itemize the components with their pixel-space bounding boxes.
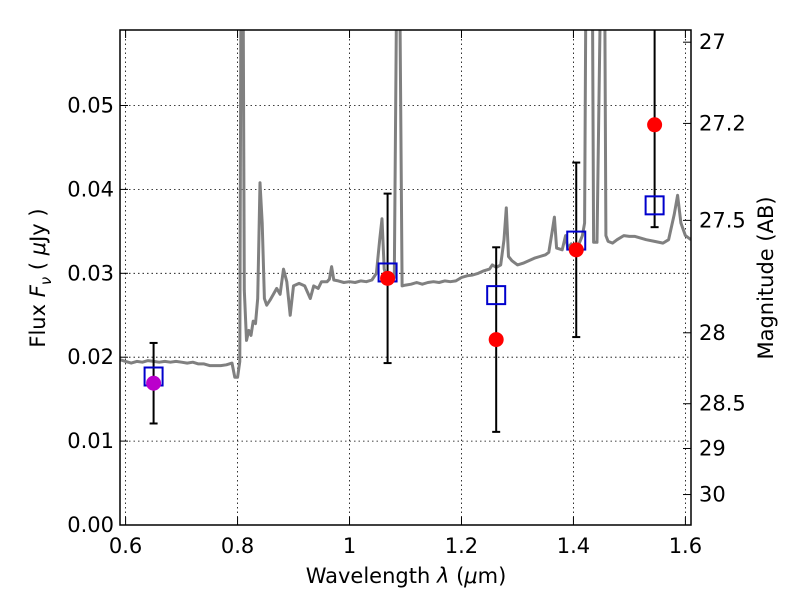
y-axis-title-symbol: F bbox=[26, 284, 50, 297]
mag-tick-label-4: 28.5 bbox=[699, 392, 746, 416]
x-axis-title-symbol: λ bbox=[436, 564, 449, 588]
y2-axis-title: Magnitude (AB) bbox=[754, 196, 778, 359]
x-axis-title-pre: Wavelength bbox=[306, 564, 437, 588]
y-tick-label-0: 0.00 bbox=[67, 513, 114, 537]
observed-point-3 bbox=[568, 242, 584, 258]
x-axis-title: Wavelength λ (μm) bbox=[306, 564, 507, 588]
x-axis-title-paren: ( bbox=[449, 564, 464, 588]
axis-ticks: 0.6 0.8 1 1.2 1.4 1.6 0.00 0.01 0.02 0.03 0.04 0.05… bbox=[67, 30, 746, 558]
y-axis-title-pre: Flux bbox=[26, 297, 50, 347]
x-tick-label-2: 1 bbox=[343, 534, 356, 558]
mag-tick-label-0: 27 bbox=[699, 30, 726, 54]
y-tick-label-4: 0.04 bbox=[67, 177, 114, 201]
x-axis-title-unit: m) bbox=[478, 564, 507, 588]
observed-point-1 bbox=[380, 270, 396, 286]
model-band-square-2 bbox=[486, 285, 507, 306]
mag-tick-label-1: 27.2 bbox=[699, 111, 746, 135]
data-points bbox=[143, 117, 665, 391]
x-tick-label-5: 1.6 bbox=[669, 534, 702, 558]
mag-tick-label-2: 27.5 bbox=[699, 208, 746, 232]
mag-tick-label-6: 30 bbox=[699, 483, 726, 507]
observed-point-0 bbox=[146, 375, 162, 391]
x-tick-label-1: 0.8 bbox=[221, 534, 254, 558]
y-axis-title: Flux Fν ( μJy ) bbox=[26, 208, 55, 347]
plot-frame bbox=[119, 29, 692, 526]
y-axis-title-mu: μ bbox=[26, 242, 50, 256]
x-tick-label-0: 0.6 bbox=[109, 534, 142, 558]
observed-point-4 bbox=[647, 117, 663, 133]
y-axis-title-paren: ( bbox=[26, 255, 50, 277]
model-band-square-4 bbox=[644, 195, 665, 216]
x-tick-label-4: 1.4 bbox=[557, 534, 590, 558]
x-axis-title-mu: μ bbox=[463, 564, 477, 588]
y-tick-label-1: 0.01 bbox=[67, 429, 114, 453]
observed-point-2 bbox=[488, 332, 504, 348]
y-axis-title-sub: ν bbox=[37, 277, 55, 285]
y-tick-label-3: 0.03 bbox=[67, 261, 114, 285]
y-tick-label-2: 0.02 bbox=[67, 345, 114, 369]
mag-tick-label-3: 28 bbox=[699, 321, 726, 345]
x-tick-label-3: 1.2 bbox=[445, 534, 478, 558]
y-tick-label-5: 0.05 bbox=[67, 94, 114, 118]
mag-tick-label-5: 29 bbox=[699, 436, 726, 460]
y-axis-title-unit: Jy ) bbox=[26, 208, 50, 244]
